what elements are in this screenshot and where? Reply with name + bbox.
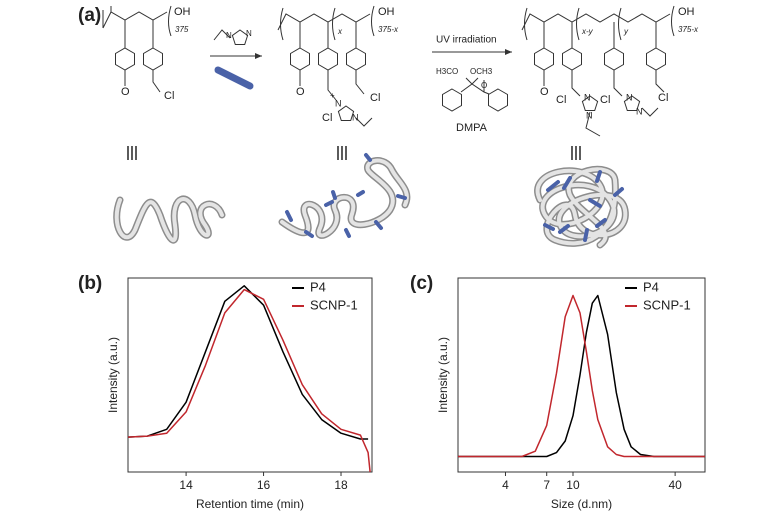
- chem-text: Cl: [658, 92, 668, 104]
- chem-text: y: [623, 27, 629, 36]
- x-tick-label: 10: [566, 478, 580, 492]
- ring: [646, 47, 666, 71]
- chem-text: O: [540, 86, 549, 98]
- chem-text: +: [330, 91, 335, 100]
- x-tick-label: 14: [179, 478, 193, 492]
- chem-text: N: [352, 112, 359, 122]
- chem-text: N: [584, 92, 591, 102]
- x-tick-label: 7: [543, 478, 550, 492]
- x-tick-label: 4: [502, 478, 509, 492]
- chem-text: N: [626, 92, 633, 102]
- legend-label: SCNP-1: [310, 297, 358, 312]
- x-tick-label: 40: [668, 478, 682, 492]
- chem-text: H3CO: [436, 67, 458, 76]
- ring: [346, 47, 366, 71]
- coil: [278, 153, 411, 239]
- x-axis-label: Size (d.nm): [551, 497, 612, 511]
- legend-label: P4: [310, 279, 326, 294]
- coil: [534, 165, 629, 249]
- chem-text: O: [296, 86, 305, 98]
- backbone: [277, 5, 375, 41]
- bonds: [543, 22, 665, 137]
- ring: [290, 47, 310, 71]
- y-axis-label: Intensity (a.u.): [106, 337, 120, 413]
- chem-text: DMPA: [456, 122, 488, 134]
- coil: [113, 195, 226, 244]
- ring: [442, 88, 462, 112]
- chem-text: O: [481, 81, 487, 90]
- crosslinker-icon: [214, 66, 254, 90]
- series-line: [127, 288, 371, 473]
- backbone: [521, 5, 675, 41]
- chem-text: N: [335, 98, 342, 108]
- chem-text: O: [121, 86, 130, 98]
- ring: [604, 47, 624, 71]
- panel-label: (b): [78, 273, 102, 294]
- legend-label: SCNP-1: [643, 297, 691, 312]
- panel-label: (a): [78, 5, 101, 26]
- chem-text: Cl: [556, 94, 566, 106]
- plot-frame: [127, 277, 373, 473]
- chem-text: Cl: [600, 94, 610, 106]
- bonds: [641, 107, 659, 117]
- arrow-head: [505, 49, 512, 55]
- chem-text: OH: [378, 6, 395, 18]
- backbone: [102, 5, 172, 37]
- bonds: [355, 117, 373, 127]
- ring: [318, 47, 338, 71]
- equivalence-mark: [127, 146, 581, 160]
- series-line: [458, 294, 705, 458]
- chem-text: 375-x: [678, 25, 699, 34]
- chem-text: Cl: [370, 92, 380, 104]
- series-line: [127, 285, 369, 440]
- x-tick-label: 16: [257, 478, 271, 492]
- charts: (b) 14 16 18 Retention time (min) Intensity (…: [78, 273, 706, 511]
- chem-text: x-y: [581, 27, 594, 36]
- chem-text: N: [246, 29, 252, 38]
- ring: [488, 88, 508, 112]
- chem-text: 375: [175, 25, 189, 34]
- chem-text: N: [636, 106, 643, 116]
- bonds: [213, 29, 231, 41]
- chem-text: x: [337, 27, 343, 36]
- ring: [143, 47, 163, 71]
- x-axis-label: Retention time (min): [196, 497, 304, 511]
- bonds: [124, 20, 161, 93]
- chem-text: UV irradiation: [436, 35, 497, 46]
- ring: [562, 47, 582, 71]
- legend-label: P4: [643, 279, 659, 294]
- series-line: [458, 294, 705, 458]
- chem-text: OH: [678, 6, 695, 18]
- plot-frame: [457, 277, 706, 473]
- chem-text: OCH3: [470, 67, 493, 76]
- bonds: [299, 22, 365, 101]
- arrow-head: [255, 53, 262, 59]
- chem-text: Cl: [164, 90, 174, 102]
- scheme: (a) OH 375 O Cl N N x 375-x OH O Cl Cl N…: [78, 5, 699, 249]
- chem-text: 375-x: [378, 25, 399, 34]
- y-axis-label: Intensity (a.u.): [436, 337, 450, 413]
- chem-text: Cl: [322, 112, 332, 124]
- x-tick-label: 18: [334, 478, 348, 492]
- chem-text: OH: [174, 6, 191, 18]
- bonds: [460, 77, 490, 95]
- ring: [115, 47, 135, 71]
- chem-text: N: [586, 110, 593, 120]
- ring: [534, 47, 554, 71]
- panel-label: (c): [410, 273, 433, 294]
- chem-text: N: [226, 31, 232, 40]
